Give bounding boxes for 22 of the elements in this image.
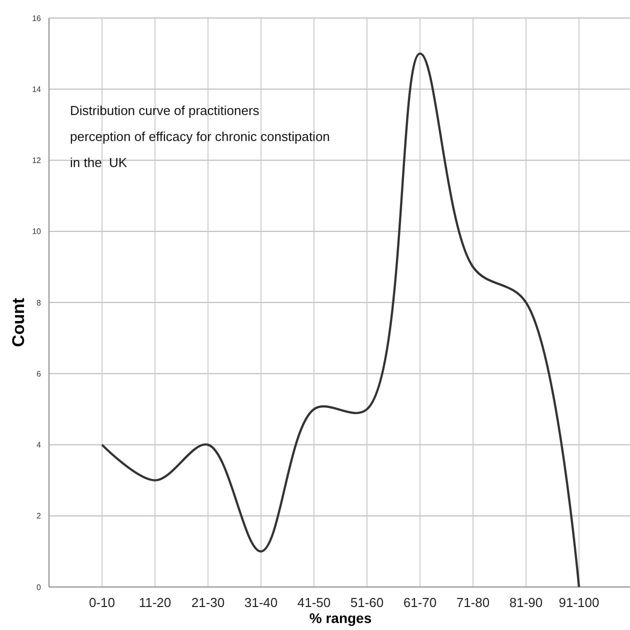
x-tick-label: 81-90 (509, 595, 543, 610)
y-tick-label: 8 (36, 298, 42, 308)
y-tick-label: 12 (32, 156, 42, 166)
x-axis-title: % ranges (309, 610, 372, 626)
y-tick-label: 10 (32, 227, 42, 236)
x-tick-label: 51-60 (350, 595, 384, 610)
x-tick-label: 31-40 (244, 595, 278, 610)
y-tick-label: 14 (32, 84, 42, 94)
y-tick-label: 2 (36, 512, 42, 521)
x-tick-label: 61-70 (403, 595, 437, 610)
y-tick-label: 0 (36, 582, 42, 592)
x-tick-label: 21-30 (191, 595, 225, 610)
x-tick-label: 71-80 (456, 595, 490, 610)
y-axis-title: Count (9, 298, 28, 348)
x-tick-label: 91-100 (558, 595, 600, 610)
x-tick-label: 41-50 (297, 595, 331, 610)
x-tick-label: 0-10 (88, 595, 116, 610)
y-tick-label: 16 (32, 14, 42, 23)
y-tick-label: 4 (36, 440, 42, 450)
x-tick-label: 11-20 (138, 595, 172, 610)
text: Distribution curve of practitioners perception of efficacy for chronic constipation in the UK (70, 103, 330, 170)
y-tick-label: 6 (36, 369, 42, 378)
